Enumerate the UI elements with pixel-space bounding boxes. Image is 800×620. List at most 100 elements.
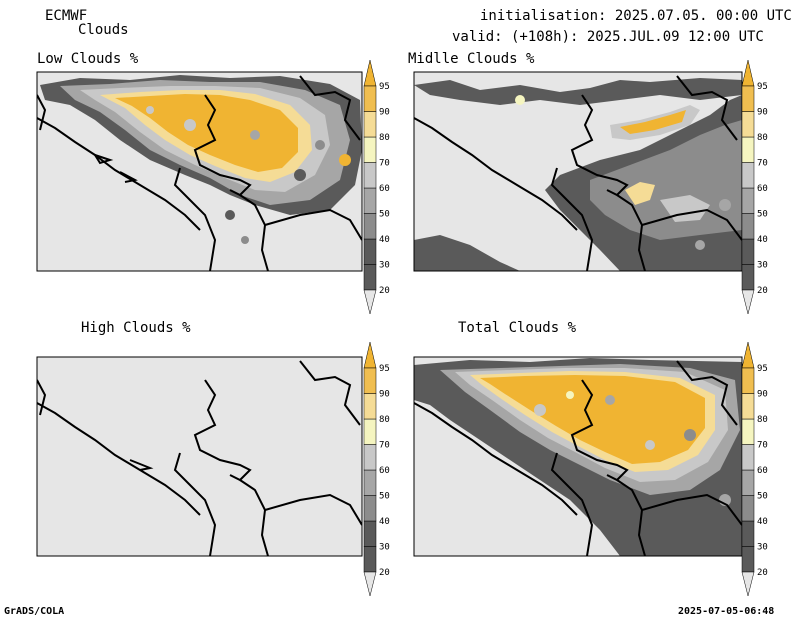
colorbar-label: 20 [379,286,390,296]
colorbar-box [741,85,755,112]
colorbar-label: 50 [379,210,390,220]
colorbar-box [363,444,377,471]
colorbar-bottom-arrow [363,571,377,597]
colorbar-top-arrow [741,59,755,87]
borders-low [37,75,362,271]
product-label: Clouds [78,22,129,38]
borders-total [414,360,742,556]
colorbar-low: 20 30 40 50 60 70 80 90 95 [363,59,390,315]
colorbar-box [741,367,755,394]
colorbar-label: 80 [757,415,768,425]
colorbar-box [741,264,755,291]
footer-software: GrADS/COLA [4,606,65,617]
colorbar-box [363,520,377,547]
colorbar-label: 60 [379,466,390,476]
colorbar-label: 20 [757,568,768,578]
colorbar-box [741,111,755,138]
colorbar-label: 80 [379,415,390,425]
colorbar-box [363,469,377,496]
colorbar-box [741,469,755,496]
colorbar-label: 60 [379,184,390,194]
colorbar-box [741,546,755,573]
colorbar-box [363,495,377,522]
colorbar-box [741,495,755,522]
map-panel-middle [413,71,743,272]
colorbar-box [741,393,755,420]
colorbar-label: 95 [757,82,768,92]
colorbar-box [363,367,377,394]
colorbar-box [363,111,377,138]
colorbar-label: 40 [757,517,768,527]
colorbar-top-arrow [741,341,755,369]
colorbar-box [363,136,377,163]
colorbar-box [741,136,755,163]
colorbar-box [363,264,377,291]
borders-high [37,360,362,556]
colorbar-box [363,238,377,265]
colorbar-label: 70 [379,159,390,169]
colorbar-label: 40 [757,235,768,245]
colorbar-box [363,418,377,445]
init-time: initialisation: 2025.07.05. 00:00 UTC [480,8,792,24]
colorbar-top-arrow [363,59,377,87]
colorbar-box [741,418,755,445]
colorbar-label: 60 [757,184,768,194]
colorbar-box [363,187,377,214]
colorbar-total: 20 30 40 50 60 70 80 90 95 [741,341,768,597]
colorbar-bottom-arrow [741,289,755,315]
colorbar-label: 50 [757,492,768,502]
panel-title-total: Total Clouds % [458,320,577,336]
cloud-field-total [414,358,742,556]
colorbar-box [741,238,755,265]
colorbar-label: 90 [757,390,768,400]
colorbar-box [363,85,377,112]
colorbar-label: 40 [379,517,390,527]
cloud-field-low [40,75,362,244]
colorbar-label: 70 [757,159,768,169]
colorbar-label: 80 [379,133,390,143]
colorbar-middle: 20 30 40 50 60 70 80 90 95 [741,59,768,315]
colorbar-label: 50 [379,492,390,502]
colorbar-label: 80 [757,133,768,143]
valid-time: valid: (+108h): 2025.JUL.09 12:00 UTC [452,29,764,45]
borders-middle [414,75,742,271]
colorbar-label: 70 [379,441,390,451]
colorbars: 20 30 40 50 60 70 80 90 95 20 30 40 50 60 70 80 90 95 20 30… [363,59,768,597]
colorbar-label: 95 [379,364,390,374]
colorbar-label: 30 [757,261,768,271]
colorbar-top-arrow [363,341,377,369]
colorbar-box [363,162,377,189]
colorbar-label: 30 [757,543,768,553]
colorbar-label: 30 [379,543,390,553]
colorbar-box [741,520,755,547]
footer-timestamp: 2025-07-05-06:48 [678,606,775,617]
colorbar-label: 60 [757,466,768,476]
colorbar-label: 30 [379,261,390,271]
map-panel-low [36,71,363,272]
colorbar-box [363,213,377,240]
panel-title-middle: Midlle Clouds % [408,51,535,67]
colorbar-label: 50 [757,210,768,220]
colorbar-box [741,213,755,240]
colorbar-box [363,546,377,573]
map-panel-total [413,356,743,557]
map-panel-high [36,356,363,557]
colorbar-label: 90 [757,108,768,118]
colorbar-label: 40 [379,235,390,245]
colorbar-label: 90 [379,390,390,400]
colorbar-box [741,187,755,214]
colorbar-label: 70 [757,441,768,451]
panel-title-low: Low Clouds % [37,51,139,67]
colorbar-bottom-arrow [741,571,755,597]
colorbar-label: 20 [757,286,768,296]
colorbar-label: 95 [757,364,768,374]
colorbar-high: 20 30 40 50 60 70 80 90 95 [363,341,390,597]
model-label: ECMWF [45,8,88,24]
colorbar-label: 20 [379,568,390,578]
colorbar-label: 90 [379,108,390,118]
colorbar-box [741,444,755,471]
colorbar-box [741,162,755,189]
panel-title-high: High Clouds % [81,320,191,336]
colorbar-label: 95 [379,82,390,92]
